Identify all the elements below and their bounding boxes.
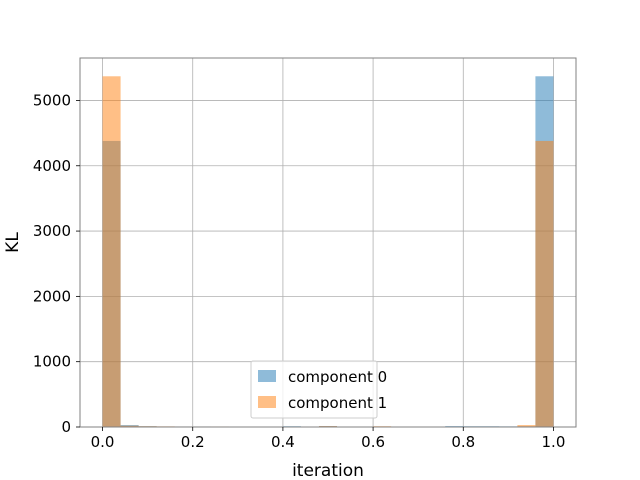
x-tick-label: 0.4 — [271, 433, 295, 451]
y-tick-label: 0 — [61, 418, 71, 436]
x-axis-label: iteration — [292, 461, 364, 480]
histogram-bar-component-1 — [535, 140, 554, 427]
x-tick-label: 0.2 — [181, 433, 205, 451]
legend-swatch-component-0 — [258, 370, 276, 382]
legend-frame — [250, 360, 378, 419]
y-axis-label: KL — [3, 232, 23, 253]
y-tick-label: 1000 — [33, 353, 71, 371]
x-tick-label: 1.0 — [542, 433, 566, 451]
histogram-bar-component-1 — [517, 425, 536, 427]
y-tick-label: 5000 — [33, 91, 71, 109]
legend-swatch-component-1 — [258, 396, 276, 408]
y-tick-label: 4000 — [33, 157, 71, 175]
y-tick-label: 3000 — [33, 222, 71, 240]
x-tick-label: 0.0 — [91, 433, 115, 451]
legend-label-component-0: component 0 — [288, 368, 387, 386]
ticks: 0.0 0.2 0.4 0.6 0.8 1.0 0 1000 2000 3000 4000 5000 — [33, 91, 566, 451]
legend-label-component-1: component 1 — [288, 394, 387, 412]
bars — [102, 76, 554, 427]
y-tick-label: 2000 — [33, 287, 71, 305]
histogram-bar-component-1 — [120, 425, 139, 427]
legend: component 0 component 1 — [250, 360, 387, 419]
plot-frame — [79, 57, 577, 428]
x-tick-label: 0.8 — [451, 433, 475, 451]
grid — [80, 58, 576, 428]
x-tick-label: 0.6 — [361, 433, 385, 451]
histogram-bar-component-1 — [102, 76, 121, 427]
